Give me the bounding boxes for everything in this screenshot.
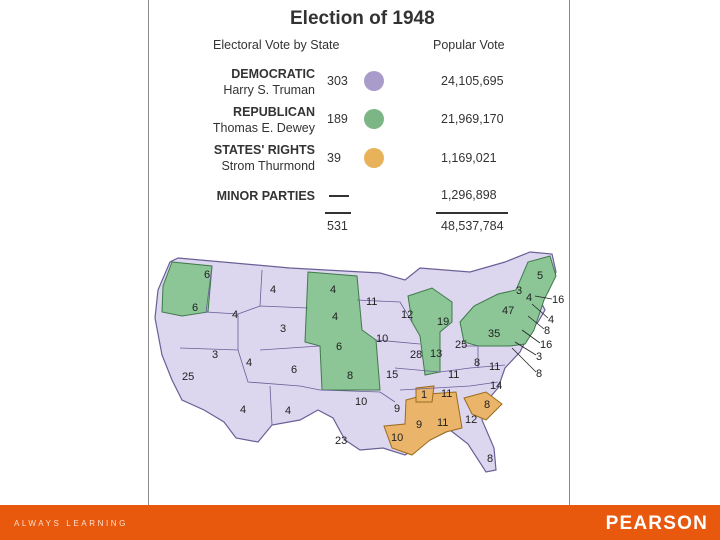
popular-value: 21,969,170	[441, 112, 504, 126]
minor-parties-dash	[329, 195, 349, 197]
label-ct: 8	[544, 325, 550, 337]
party-name: REPUBLICAN	[233, 105, 315, 119]
label-ma: 16	[552, 294, 564, 306]
label-ok: 10	[355, 396, 367, 408]
legend-democratic: DEMOCRATIC Harry S. Truman	[159, 66, 315, 98]
label-ms: 9	[416, 419, 422, 431]
popular-vote-header: Popular Vote	[433, 38, 505, 52]
label-nm: 4	[285, 405, 291, 417]
party-name: MINOR PARTIES	[216, 189, 315, 203]
label-tn-small: 1	[421, 389, 427, 401]
popular-value: 1,296,898	[441, 188, 497, 202]
label-ky: 11	[448, 369, 459, 381]
pearson-logo: PEARSON	[605, 513, 708, 534]
label-wa: 6	[204, 269, 210, 281]
legend-states-rights: STATES' RIGHTS Strom Thurmond	[159, 142, 315, 174]
label-ut: 4	[246, 357, 252, 369]
label-wy: 3	[280, 323, 286, 335]
electoral-vote-header: Electoral Vote by State	[213, 38, 340, 52]
label-ca: 25	[182, 371, 194, 383]
label-co: 6	[291, 364, 297, 376]
label-wv: 8	[474, 357, 480, 369]
label-mt: 4	[270, 284, 276, 296]
label-oh: 25	[455, 339, 467, 351]
footer-bar: ALWAYS LEARNING PEARSON	[0, 505, 720, 540]
republican-swatch	[364, 109, 384, 129]
label-nj: 16	[540, 339, 552, 351]
candidate-name: Thomas E. Dewey	[212, 121, 315, 135]
legend-republican: REPUBLICAN Thomas E. Dewey	[159, 104, 315, 136]
electoral-total-rule	[325, 212, 351, 214]
party-name: DEMOCRATIC	[231, 67, 315, 81]
state-plains-dewey	[304, 271, 381, 391]
label-il: 28	[410, 349, 422, 361]
label-ny: 47	[502, 305, 514, 317]
popular-total: 48,537,784	[441, 219, 504, 233]
label-pa: 35	[488, 328, 500, 340]
label-ks: 8	[347, 370, 353, 382]
democratic-swatch	[364, 71, 384, 91]
state-deep-south	[383, 391, 463, 456]
state-michigan-indiana	[407, 287, 453, 376]
us-electoral-map: 6 6 25 4 3 4 3 4 4 6 4 4 4 6 8 10 23 11 …	[154, 251, 564, 473]
party-name: STATES' RIGHTS	[213, 143, 315, 157]
label-fl: 8	[487, 453, 493, 465]
label-mi: 19	[437, 316, 449, 328]
state-tennessee-portion	[415, 385, 435, 403]
electoral-value: 189	[327, 112, 348, 126]
label-md: 8	[536, 368, 542, 380]
popular-total-rule	[436, 212, 508, 214]
label-ar: 9	[394, 403, 400, 415]
label-la: 10	[391, 432, 403, 444]
legend-minor-parties: MINOR PARTIES	[159, 188, 315, 204]
label-or: 6	[192, 302, 198, 314]
leader-lines	[511, 295, 553, 373]
state-borders	[179, 265, 506, 426]
popular-value: 24,105,695	[441, 74, 504, 88]
label-me: 5	[537, 270, 543, 282]
label-nc: 14	[490, 380, 502, 392]
label-ga: 12	[465, 414, 477, 426]
label-ia: 10	[376, 333, 388, 345]
candidate-name: Strom Thurmond	[221, 159, 315, 173]
label-vt: 3	[516, 285, 522, 297]
electoral-value: 303	[327, 74, 348, 88]
label-nd: 4	[330, 284, 336, 296]
label-in: 13	[430, 348, 442, 360]
label-tn: 11	[441, 388, 452, 400]
label-nh: 4	[526, 292, 532, 304]
label-wi: 12	[401, 309, 413, 321]
label-az: 4	[240, 404, 246, 416]
label-nv: 3	[212, 349, 218, 361]
label-de: 3	[536, 351, 542, 363]
label-ri: 4	[548, 314, 554, 326]
footer-tagline: ALWAYS LEARNING	[14, 519, 128, 528]
state-south-carolina	[463, 391, 503, 421]
label-id: 4	[232, 309, 238, 321]
label-va: 11	[489, 361, 500, 373]
popular-value: 1,169,021	[441, 151, 497, 165]
label-tx: 23	[335, 435, 347, 447]
label-ne: 6	[336, 341, 342, 353]
electoral-total: 531	[327, 219, 348, 233]
map-title: Election of 1948	[290, 8, 435, 29]
candidate-name: Harry S. Truman	[223, 83, 315, 97]
electoral-value: 39	[327, 151, 341, 165]
states-rights-swatch	[364, 148, 384, 168]
label-al: 11	[437, 417, 448, 429]
label-sc: 8	[484, 399, 490, 411]
state-northeast-dewey	[459, 255, 557, 347]
label-mo: 15	[386, 369, 398, 381]
label-sd: 4	[332, 311, 338, 323]
label-mn: 11	[366, 296, 377, 308]
